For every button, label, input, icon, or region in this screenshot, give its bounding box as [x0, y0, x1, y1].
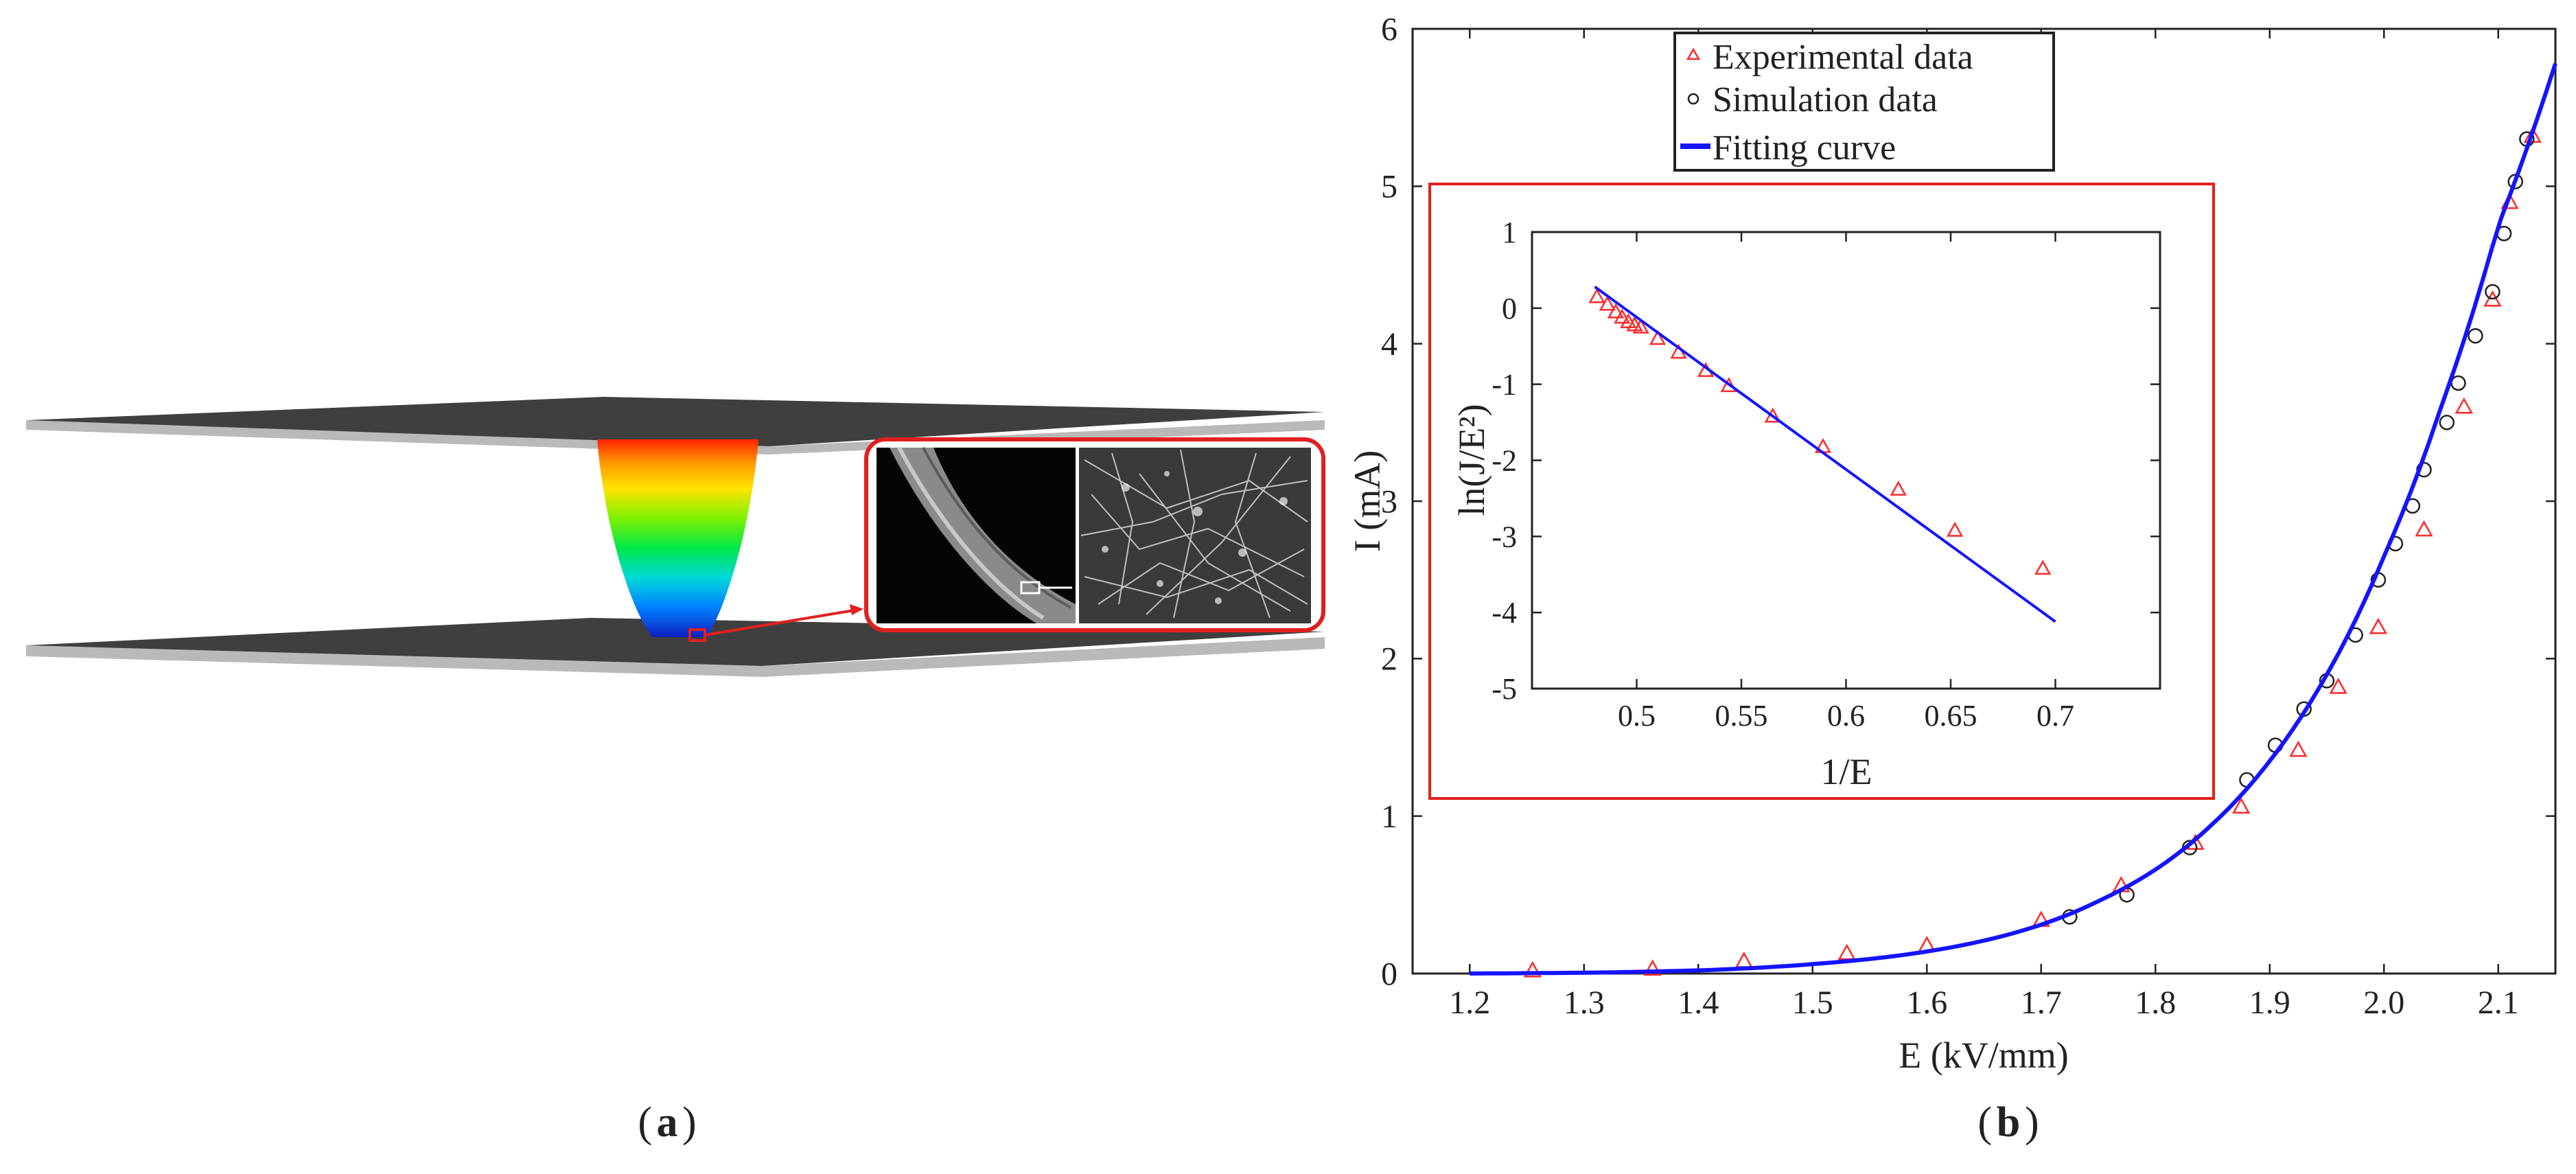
main-marks	[1470, 62, 2557, 978]
inset-experimental-point	[1946, 521, 1964, 537]
inset-y-tick-label: -4	[1492, 596, 1517, 630]
inset-experimental-point	[1620, 313, 1637, 329]
panel-label-b-open: (	[1977, 1099, 1992, 1146]
plasma-cone	[597, 439, 758, 637]
inset-x-tick-label: 0.7	[2037, 699, 2074, 733]
legend-experimental-label: Experimental data	[1713, 38, 1973, 77]
inset-experimental-point	[1607, 303, 1625, 319]
bottom-plate-edge	[26, 637, 1325, 677]
inset-y-tick-label: -2	[1492, 444, 1517, 477]
main-x-axis-label: E (kV/mm)	[1899, 1035, 2068, 1076]
main-fitting-curve	[1470, 62, 2557, 976]
main-experimental-point	[2289, 740, 2308, 757]
inset-ticks: 0.5 0.55 0.6 0.65 0.7 1 0 -1 -2 -3 -4 -5	[1492, 216, 2160, 733]
main-experimental-point	[2483, 290, 2502, 307]
inset-experimental-point	[2034, 560, 2052, 575]
main-x-tick-label: 1.2	[1449, 985, 1490, 1021]
inset-plot-frame	[1531, 231, 2161, 690]
legend-experimental-marker	[1686, 47, 1701, 60]
inset-y-axis-label: ln(J/E²)	[1451, 404, 1492, 516]
inset-y-tick-label: -1	[1492, 368, 1517, 402]
sem-image-right	[1079, 448, 1311, 623]
inset-x-tick-label: 0.65	[1925, 699, 1977, 733]
main-experimental-point	[1643, 959, 1662, 976]
main-simulation-point	[2468, 327, 2483, 344]
sem-image-left	[877, 446, 1076, 623]
inset-x-axis-label: 1/E	[1821, 751, 1872, 792]
inset-chart: 0.5 0.55 0.6 0.65 0.7 1 0 -1 -2 -3 -4 -5 1/E ln(J/E…	[1451, 216, 2161, 792]
main-experimental-point	[2329, 678, 2347, 694]
main-ticks: 1.2 1.3 1.4 1.5 1.6 1.7 1.8 1.9 2.0 2.1 0 1 2 3 4 5 6	[1381, 11, 2555, 1021]
main-experimental-point	[2232, 797, 2251, 814]
main-experimental-point	[1523, 960, 1542, 978]
inset-experimental-point	[1890, 481, 1907, 496]
inset-experimental-point	[1764, 407, 1781, 423]
main-y-tick-label: 1	[1381, 798, 1397, 835]
legend-box	[1673, 32, 2055, 172]
main-simulation-point	[2439, 415, 2455, 430]
panel-label-b: b	[1997, 1099, 2020, 1146]
main-x-tick-label: 2.1	[2478, 985, 2519, 1021]
main-y-tick-label: 3	[1381, 483, 1397, 520]
main-x-tick-label: 1.6	[1906, 985, 1947, 1021]
main-y-tick-label: 5	[1381, 169, 1397, 205]
inset-x-tick-label: 0.5	[1618, 699, 1656, 733]
panel-a-illustration: ( a )	[26, 397, 1325, 1146]
main-x-tick-label: 1.5	[1792, 985, 1833, 1021]
main-simulation-point	[2485, 284, 2500, 300]
inset-experimental-point	[1632, 318, 1649, 334]
legend-fitting-label: Fitting curve	[1713, 128, 1896, 168]
inset-x-tick-label: 0.6	[1827, 699, 1865, 733]
inset-experimental-point	[1588, 288, 1605, 303]
main-y-tick-label: 0	[1381, 956, 1397, 992]
main-x-tick-label: 1.3	[1564, 985, 1605, 1021]
main-chart: 1.2 1.3 1.4 1.5 1.6 1.7 1.8 1.9 2.0 2.1 0 1 2 3 4 5 6 E …	[1347, 11, 2557, 1146]
inset-fitting-curve	[1594, 286, 2056, 623]
main-legend: Experimental data Simulation data Fittin…	[1673, 32, 2055, 172]
inset-y-tick-label: 0	[1502, 292, 1517, 325]
main-experimental-point	[2415, 520, 2433, 537]
panel-label-a-close: )	[682, 1099, 697, 1146]
panel-label-b-close: )	[2025, 1099, 2039, 1146]
zoom-arrow-head	[850, 604, 863, 615]
main-x-tick-label: 2.0	[2363, 985, 2404, 1021]
main-y-axis-label: I (mA)	[1347, 450, 1388, 552]
main-experimental-point	[2369, 617, 2388, 634]
main-y-tick-label: 6	[1381, 11, 1397, 47]
zoom-arrow	[704, 608, 859, 636]
inset-experimental-point	[1599, 295, 1616, 311]
panel-label-a-open: (	[638, 1099, 652, 1146]
main-x-tick-label: 1.7	[2021, 985, 2062, 1021]
legend-simulation-marker	[1687, 93, 1699, 105]
inset-y-tick-label: -5	[1492, 672, 1517, 706]
inset-experimental-point	[1614, 308, 1631, 324]
inset-experimental-point	[1649, 330, 1667, 345]
main-y-tick-label: 2	[1381, 641, 1397, 678]
inset-x-tick-label: 0.55	[1715, 699, 1768, 733]
main-x-tick-label: 1.4	[1678, 985, 1719, 1021]
main-x-tick-label: 1.9	[2249, 985, 2290, 1021]
main-experimental-point	[2455, 397, 2473, 414]
inset-y-tick-label: -3	[1492, 520, 1517, 553]
inset-marks	[1588, 286, 2056, 623]
main-y-tick-label: 4	[1381, 326, 1397, 362]
panel-label-a: a	[657, 1099, 678, 1146]
main-experimental-point	[1837, 943, 1856, 960]
main-x-tick-label: 1.8	[2135, 985, 2176, 1021]
inset-y-tick-label: 1	[1502, 216, 1517, 249]
legend-simulation-label: Simulation data	[1713, 80, 1938, 119]
top-plate	[26, 397, 1325, 446]
